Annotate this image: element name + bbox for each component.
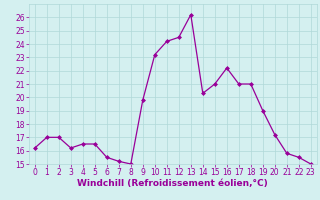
X-axis label: Windchill (Refroidissement éolien,°C): Windchill (Refroidissement éolien,°C): [77, 179, 268, 188]
